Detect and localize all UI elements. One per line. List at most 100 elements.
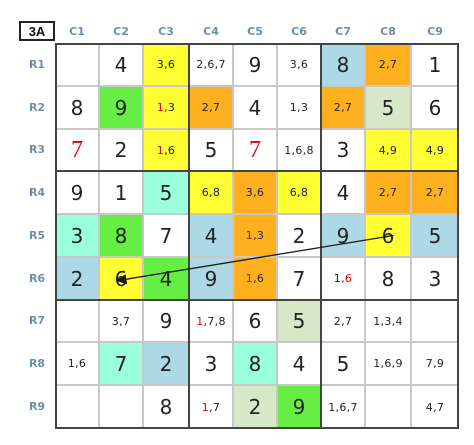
cell-r5c4[interactable]: 4 — [189, 214, 233, 257]
cell-r1c8[interactable]: 2,7 — [365, 43, 411, 86]
cell-r3c6[interactable]: 1,6,8 — [277, 129, 321, 171]
cell-r8c3[interactable]: 2 — [143, 342, 189, 385]
cell-r5c1[interactable]: 3 — [55, 214, 99, 257]
box-border-vertical — [320, 43, 322, 429]
cell-r9c5[interactable]: 2 — [233, 385, 277, 429]
cell-r4c9[interactable]: 2,7 — [411, 171, 459, 214]
cell-r7c2[interactable]: 3,7 — [99, 300, 143, 342]
column-header-c6: C6 — [291, 25, 307, 38]
cell-r2c8[interactable]: 5 — [365, 86, 411, 129]
cell-r8c2[interactable]: 7 — [99, 342, 143, 385]
cell-r6c7[interactable]: 1,6 — [321, 257, 365, 300]
cell-r3c5[interactable]: 7 — [233, 129, 277, 171]
cell-r9c9[interactable]: 4,7 — [411, 385, 459, 429]
candidate-separator: , — [214, 314, 219, 328]
cell-r6c6[interactable]: 7 — [277, 257, 321, 300]
cell-r5c6[interactable]: 2 — [277, 214, 321, 257]
cell-r2c5[interactable]: 4 — [233, 86, 277, 129]
cell-r4c1[interactable]: 9 — [55, 171, 99, 214]
cell-r1c1[interactable] — [55, 43, 99, 86]
cell-r8c7[interactable]: 5 — [321, 342, 365, 385]
column-header-c3: C3 — [158, 25, 174, 38]
column-header-c4: C4 — [203, 25, 219, 38]
cell-r8c6[interactable]: 4 — [277, 342, 321, 385]
candidate-separator: , — [203, 314, 208, 328]
cell-r3c1[interactable]: 7 — [55, 129, 99, 171]
cell-r8c1[interactable]: 1,6 — [55, 342, 99, 385]
cell-r4c4[interactable]: 6,8 — [189, 171, 233, 214]
cell-r8c5[interactable]: 8 — [233, 342, 277, 385]
cell-r8c4[interactable]: 3 — [189, 342, 233, 385]
cell-r1c6[interactable]: 3,6 — [277, 43, 321, 86]
cell-r9c3[interactable]: 8 — [143, 385, 189, 429]
cell-r5c5[interactable]: 1,3 — [233, 214, 277, 257]
cell-r5c3[interactable]: 7 — [143, 214, 189, 257]
candidate-3: 3 — [167, 101, 176, 114]
cell-r9c6[interactable]: 9 — [277, 385, 321, 429]
cell-r6c2[interactable]: 6 — [99, 257, 143, 300]
sudoku-grid: 4 3,6 2,6,7 9 3,6 8 2,7 1 8 9 1, 3 2,7 4 1,3 2,7 5 6 7 2 1, 6… — [55, 43, 459, 429]
cell-r3c9[interactable]: 4,9 — [411, 129, 459, 171]
cell-r5c8[interactable]: 6 — [365, 214, 411, 257]
cell-r7c5[interactable]: 6 — [233, 300, 277, 342]
cell-r1c5[interactable]: 9 — [233, 43, 277, 86]
cell-r6c9[interactable]: 3 — [411, 257, 459, 300]
box-border-vertical — [188, 43, 190, 429]
cell-r5c2[interactable]: 8 — [99, 214, 143, 257]
row-header-r9: R9 — [28, 400, 46, 413]
cell-r2c1[interactable]: 8 — [55, 86, 99, 129]
cell-r3c2[interactable]: 2 — [99, 129, 143, 171]
cell-r4c8[interactable]: 2,7 — [365, 171, 411, 214]
cell-r1c7[interactable]: 8 — [321, 43, 365, 86]
cell-r7c1[interactable] — [55, 300, 99, 342]
cell-r5c7[interactable]: 9 — [321, 214, 365, 257]
cell-r2c7[interactable]: 2,7 — [321, 86, 365, 129]
cell-r9c7[interactable]: 1,6,7 — [321, 385, 365, 429]
candidate-1: 1 — [201, 400, 210, 414]
cell-r7c6[interactable]: 5 — [277, 300, 321, 342]
candidate-6: 6 — [167, 143, 176, 157]
cell-r4c3[interactable]: 5 — [143, 171, 189, 214]
cell-r7c8[interactable]: 1,3,4 — [365, 300, 411, 342]
cell-r9c2[interactable] — [99, 385, 143, 429]
cell-r2c9[interactable]: 6 — [411, 86, 459, 129]
cell-r8c9[interactable]: 7,9 — [411, 342, 459, 385]
cell-r1c3[interactable]: 3,6 — [143, 43, 189, 86]
cell-r6c5[interactable]: 1,6 — [233, 257, 277, 300]
cell-r7c7[interactable]: 2,7 — [321, 300, 365, 342]
cell-r2c6[interactable]: 1,3 — [277, 86, 321, 129]
row-header-r1: R1 — [28, 57, 46, 71]
cell-r8c8[interactable]: 1,6,9 — [365, 342, 411, 385]
cell-r5c9[interactable]: 5 — [411, 214, 459, 257]
cell-r9c8[interactable] — [365, 385, 411, 429]
cell-r6c8[interactable]: 8 — [365, 257, 411, 300]
cell-r7c4[interactable]: 1,7,8 — [189, 300, 233, 342]
candidate-8: 8 — [218, 314, 226, 328]
cell-r2c4[interactable]: 2,7 — [189, 86, 233, 129]
cell-r3c8[interactable]: 4,9 — [365, 129, 411, 171]
cell-r2c3[interactable]: 1,3 — [143, 86, 189, 129]
cell-r7c3[interactable]: 9 — [143, 300, 189, 342]
cell-r4c2[interactable]: 1 — [99, 171, 143, 214]
candidate-3: 3 — [256, 229, 265, 242]
cell-r3c7[interactable]: 3 — [321, 129, 365, 171]
cell-r6c3[interactable]: 4 — [143, 257, 189, 300]
cell-r9c1[interactable] — [55, 385, 99, 429]
column-header-c1: C1 — [69, 25, 85, 38]
cell-r6c1[interactable]: 2 — [55, 257, 99, 300]
puzzle-label: 3A — [19, 21, 55, 41]
cell-r1c9[interactable]: 1 — [411, 43, 459, 86]
cell-r1c4[interactable]: 2,6,7 — [189, 43, 233, 86]
cell-r4c6[interactable]: 6,8 — [277, 171, 321, 214]
cell-r2c2[interactable]: 9 — [99, 86, 143, 129]
candidate-separator: , — [164, 143, 168, 157]
cell-r9c4[interactable]: 1,7 — [189, 385, 233, 429]
cell-r7c9[interactable] — [411, 300, 459, 342]
cell-r4c7[interactable]: 4 — [321, 171, 365, 214]
cell-r4c5[interactable]: 3,6 — [233, 171, 277, 214]
cell-r6c4[interactable]: 9 — [189, 257, 233, 300]
cell-r3c3[interactable]: 1,6 — [143, 129, 189, 171]
cell-r3c4[interactable]: 5 — [189, 129, 233, 171]
cell-r1c2[interactable]: 4 — [99, 43, 143, 86]
